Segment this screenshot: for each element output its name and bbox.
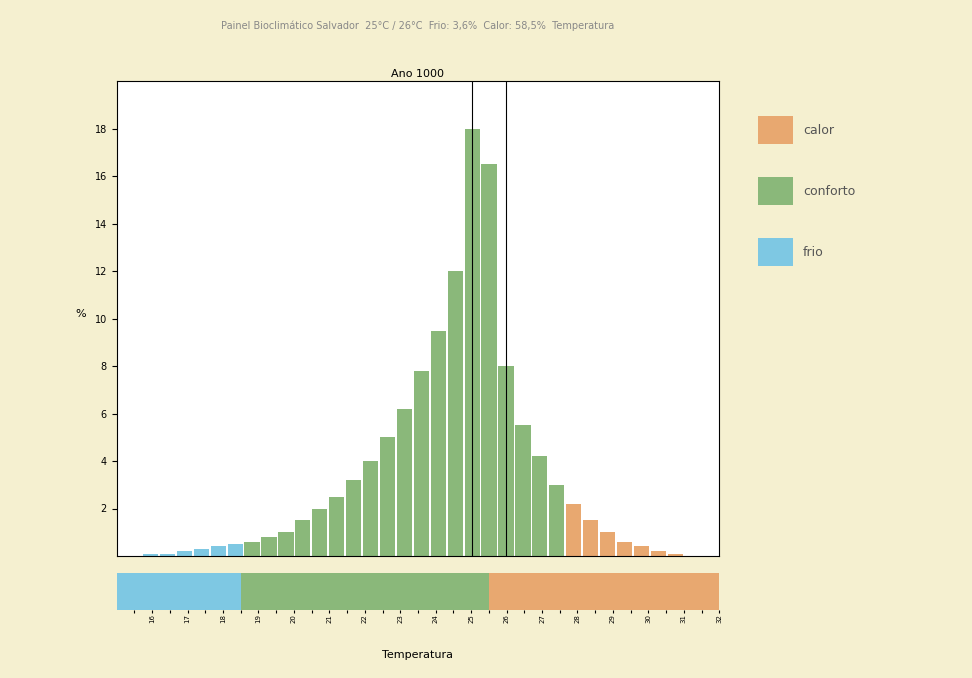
Bar [211, 546, 226, 556]
Bar [758, 238, 793, 266]
Bar [346, 480, 362, 556]
Bar [758, 116, 793, 144]
Bar [380, 437, 395, 556]
Bar [549, 485, 565, 556]
Title: Ano 1000: Ano 1000 [392, 69, 444, 79]
Bar [566, 504, 581, 556]
Bar [600, 532, 615, 556]
Bar [397, 409, 412, 556]
Bar [193, 549, 209, 556]
Bar [159, 553, 175, 556]
Bar [650, 551, 666, 556]
Bar [177, 551, 191, 556]
Text: Painel Bioclimático Salvador  25°C / 26°C  Frio: 3,6%  Calor: 58,5%  Temperatura: Painel Bioclimático Salvador 25°C / 26°C… [222, 20, 614, 31]
Bar [668, 553, 683, 556]
Bar [499, 366, 513, 556]
Bar [617, 542, 632, 556]
Text: calor: calor [803, 123, 834, 137]
Bar [227, 544, 243, 556]
Bar [312, 508, 328, 556]
Bar [363, 461, 378, 556]
Bar [465, 129, 480, 556]
Bar [447, 271, 463, 556]
Bar [278, 532, 294, 556]
Bar [533, 456, 547, 556]
Bar [244, 542, 260, 556]
Bar [414, 371, 429, 556]
Bar [481, 165, 497, 556]
Bar [758, 177, 793, 205]
Bar [143, 553, 158, 556]
Bar [634, 546, 649, 556]
Text: conforto: conforto [803, 184, 855, 198]
Bar [261, 537, 277, 556]
Bar [295, 521, 310, 556]
Text: frio: frio [803, 245, 823, 259]
Bar [431, 331, 446, 556]
Y-axis label: %: % [76, 308, 86, 319]
Bar [515, 426, 531, 556]
Bar [330, 496, 344, 556]
Bar [583, 521, 598, 556]
Text: Temperatura: Temperatura [382, 650, 454, 660]
